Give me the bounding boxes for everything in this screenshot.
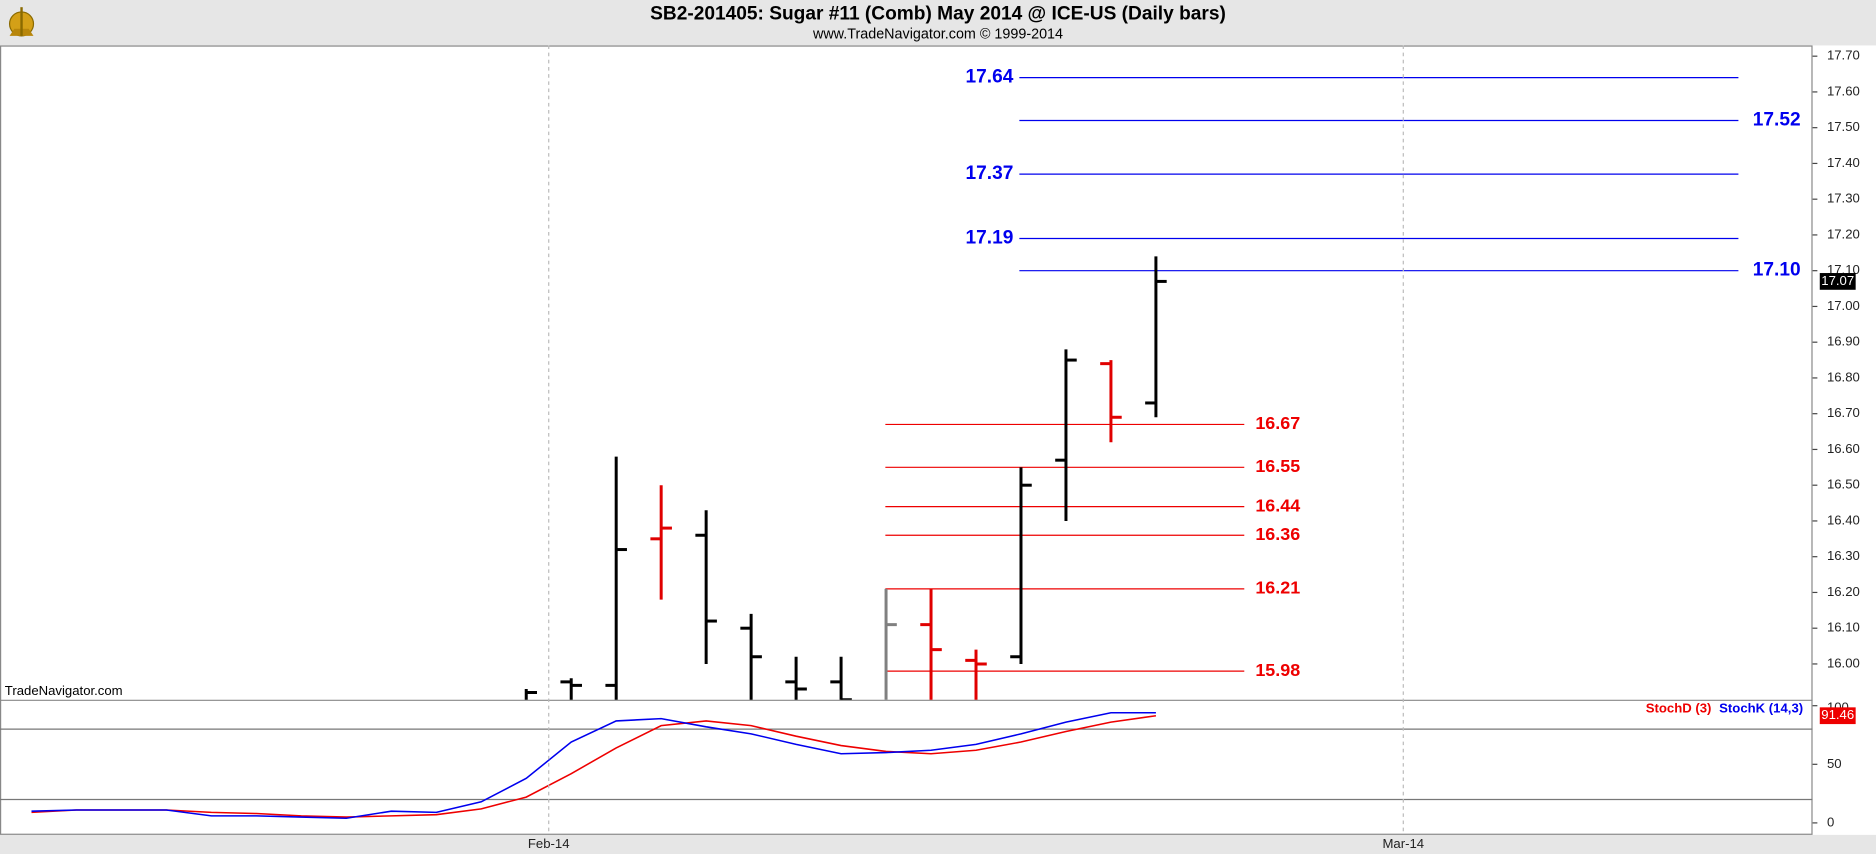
x-tick-label: Feb-14: [528, 836, 570, 851]
stoch-line: [31, 711, 1156, 819]
x-axis-band: [0, 834, 1876, 854]
last-price-box: [1819, 273, 1856, 290]
y-tick-label: 17.40: [1827, 155, 1860, 170]
last-price-label: 17.07: [1821, 273, 1854, 288]
y-tick-label: 50: [1827, 756, 1842, 771]
support-label: 15.98: [1255, 660, 1300, 680]
resistance-label: 17.64: [966, 67, 1014, 88]
y-tick-label: 16.50: [1827, 477, 1860, 492]
y-tick-label: 16.80: [1827, 369, 1860, 384]
y-tick-label: 16.20: [1827, 584, 1860, 599]
last-stoch-box: [1819, 707, 1856, 725]
y-tick-label: 16.90: [1827, 334, 1860, 349]
resistance-label: 17.19: [966, 228, 1014, 249]
y-tick-label: 16.00: [1827, 655, 1860, 670]
resistance-label: 17.10: [1753, 260, 1801, 281]
x-tick-label: Mar-14: [1382, 836, 1424, 851]
chart-title: SB2-201405: Sugar #11 (Comb) May 2014 @ …: [650, 3, 1226, 24]
y-tick-label: 16.40: [1827, 512, 1860, 527]
y-tick-label: 16.10: [1827, 620, 1860, 635]
y-tick-label: 17.50: [1827, 119, 1860, 134]
stoch-line: [31, 714, 1157, 818]
last-stoch-label: 91.46: [1821, 707, 1854, 722]
plot-frame: [0, 45, 1813, 835]
y-tick-label: 17.60: [1827, 83, 1860, 98]
y-tick-label: 16.30: [1827, 548, 1860, 563]
support-label: 16.55: [1255, 456, 1300, 476]
legend-entry: StochD (3): [1646, 701, 1712, 716]
watermark: TradeNavigator.com: [5, 683, 123, 698]
y-tick-label: 17.70: [1827, 48, 1860, 63]
axes: Feb-14 Mar-14 17.70 17.60 17.50 17.40 17.30 17.…: [528, 45, 1860, 851]
resistance-label: 17.52: [1753, 110, 1801, 131]
support-label: 16.44: [1255, 495, 1300, 515]
legend-entry: StochK (14,3): [1719, 701, 1803, 716]
y-tick-label: 16.70: [1827, 405, 1860, 420]
y-tick-label: 17.20: [1827, 226, 1860, 241]
y-tick-label: 0: [1827, 814, 1834, 829]
logo: [8, 7, 35, 37]
y-tick-label: 16.60: [1827, 441, 1860, 456]
price-panel: 17.64 17.52 17.37 17.19 17.10 16.67 16.55 16.44…: [524, 67, 1801, 700]
y-tick-label: 17.30: [1827, 191, 1860, 206]
support-label: 16.67: [1255, 413, 1300, 433]
support-label: 16.21: [1255, 578, 1300, 598]
support-label: 16.36: [1255, 524, 1300, 544]
header-band: [0, 0, 1876, 46]
chart-subtitle: www.TradeNavigator.com © 1999-2014: [812, 26, 1063, 42]
stoch-panel: [0, 711, 1813, 819]
resistance-label: 17.37: [966, 163, 1014, 184]
y-tick-label: 17.00: [1827, 298, 1860, 313]
